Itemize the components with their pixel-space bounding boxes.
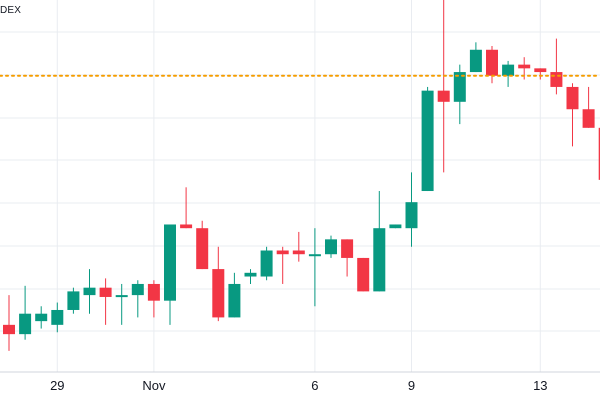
candle	[373, 191, 386, 292]
candle	[453, 64, 466, 125]
candle-body	[164, 224, 176, 301]
candle	[598, 127, 600, 180]
candle	[115, 283, 128, 325]
candle	[147, 280, 160, 318]
candle	[502, 60, 515, 87]
candle-body	[115, 295, 128, 298]
candle-body	[357, 257, 370, 292]
candle	[437, 0, 450, 173]
candles	[3, 0, 600, 351]
candle-body	[550, 72, 563, 87]
candle-body	[421, 90, 434, 192]
candle-body	[437, 90, 450, 102]
candle	[19, 285, 32, 340]
candle	[325, 235, 337, 258]
candle-body	[453, 72, 466, 102]
candle-body	[67, 291, 80, 310]
grid-lines	[0, 0, 600, 372]
candle-body	[260, 250, 273, 277]
candle	[292, 231, 305, 262]
candle	[341, 239, 354, 277]
x-tick-label: 13	[533, 378, 547, 393]
candle	[357, 257, 370, 292]
candle	[486, 46, 498, 84]
candle	[83, 269, 96, 314]
x-tick-label: 6	[311, 378, 318, 393]
candle-body	[405, 202, 418, 229]
candle-body	[276, 250, 289, 255]
x-tick-label: 29	[50, 378, 64, 393]
candle-body	[212, 269, 225, 318]
candle	[131, 280, 144, 318]
candle	[276, 246, 289, 284]
candle-body	[51, 309, 64, 325]
x-tick-label: 9	[408, 378, 415, 393]
x-axis: 29 Nov 6 9 13	[0, 371, 600, 393]
candle	[244, 269, 257, 284]
candle-body	[582, 109, 595, 128]
candle-body	[598, 127, 600, 180]
candle-body	[35, 313, 48, 322]
candle-body	[534, 68, 547, 73]
x-tick-label: Nov	[142, 378, 166, 393]
candle-body	[244, 272, 257, 277]
candle-body	[292, 250, 305, 255]
candle	[51, 302, 64, 333]
candle	[196, 220, 209, 270]
candle	[228, 272, 241, 318]
candle-body	[131, 283, 144, 296]
candle-body	[147, 283, 160, 301]
chart-source-label: DEX	[0, 5, 22, 16]
candle	[534, 68, 547, 80]
candle-body	[502, 64, 515, 76]
candle-body	[518, 64, 531, 69]
candle	[405, 172, 418, 247]
candle	[550, 38, 563, 95]
candle	[308, 228, 321, 307]
candle	[67, 287, 80, 314]
candle	[212, 246, 225, 322]
candle-body	[19, 313, 32, 335]
candle	[389, 224, 402, 229]
candle-body	[389, 224, 402, 229]
candle	[582, 86, 595, 128]
candle	[180, 187, 193, 229]
candle	[469, 42, 482, 73]
candle-body	[469, 49, 482, 73]
candle	[566, 83, 579, 147]
candle-body	[308, 254, 321, 257]
candle-body	[196, 228, 209, 270]
candle-body	[83, 287, 96, 296]
candle	[164, 224, 176, 325]
candle	[99, 278, 112, 325]
candle-body	[180, 224, 193, 229]
candle	[35, 306, 48, 329]
candle-body	[3, 324, 15, 335]
candle	[421, 86, 434, 192]
candle-body	[325, 239, 337, 255]
candle-body	[228, 283, 241, 318]
candle	[260, 246, 273, 281]
candle	[3, 295, 15, 351]
candle-body	[566, 86, 579, 110]
candle-body	[486, 49, 498, 76]
candle-body	[99, 287, 112, 297]
candle-body	[373, 228, 386, 292]
candle-body	[341, 239, 354, 258]
